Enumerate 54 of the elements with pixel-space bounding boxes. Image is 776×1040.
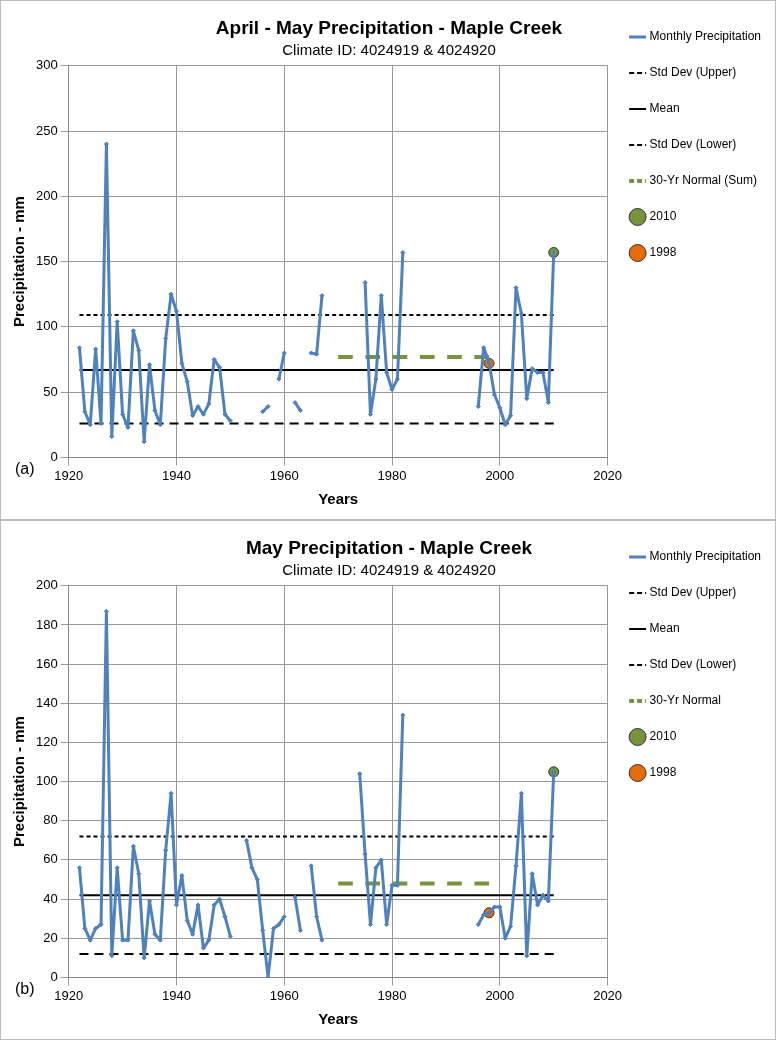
chart-subtitle: Climate ID: 4024919 & 4024920 <box>282 40 496 58</box>
x-axis-title: Years <box>318 1010 359 1028</box>
x-tick-label: 2020 <box>593 987 623 1003</box>
legend-label: 30-Yr Normal <box>649 693 721 708</box>
x-tick-label: 1960 <box>269 467 299 483</box>
chart-title: April - May Precipitation - Maple Creek <box>215 16 563 38</box>
legend-label: Mean <box>649 621 680 636</box>
legend-label: 1998 <box>649 765 677 780</box>
x-tick-label: 2020 <box>593 467 623 483</box>
x-tick-label: 1920 <box>54 987 84 1003</box>
legend-label: Mean <box>649 101 680 116</box>
text: (b) <box>15 979 35 997</box>
chart-subtitle: Climate ID: 4024919 & 4024920 <box>282 560 496 578</box>
y-tick-label: 180 <box>35 616 58 632</box>
x-tick-label: 1980 <box>377 987 407 1003</box>
y-axis-title: Precipitation - mm <box>10 196 28 328</box>
y-tick-label: 100 <box>35 318 58 334</box>
legend-label: Std Dev (Upper) <box>649 65 737 80</box>
y-tick-label: 20 <box>43 929 58 945</box>
y-tick-label: 60 <box>43 851 58 867</box>
legend-label: Std Dev (Lower) <box>649 657 737 672</box>
legend-label: Monthly Precipitation <box>649 29 761 44</box>
x-tick-label: 2000 <box>485 467 515 483</box>
x-tick-label: 2000 <box>485 987 515 1003</box>
x-tick-label: 1940 <box>162 467 191 483</box>
x-tick-label: 1940 <box>162 987 191 1003</box>
legend-label: 1998 <box>649 245 677 260</box>
y-tick-label: 300 <box>35 57 58 73</box>
y-tick-label: 40 <box>43 890 58 906</box>
legend-label: 2010 <box>649 729 677 744</box>
y-tick-label: 0 <box>50 968 58 984</box>
chart-title: May Precipitation - Maple Creek <box>245 536 533 558</box>
y-tick-label: 200 <box>35 577 58 593</box>
y-tick-label: 120 <box>35 734 58 750</box>
legend-label: 2010 <box>649 209 677 224</box>
legend-label: Monthly Precipitation <box>649 549 761 564</box>
y-tick-label: 100 <box>35 773 58 789</box>
legend-label: Std Dev (Upper) <box>649 585 737 600</box>
y-tick-label: 50 <box>43 383 58 399</box>
y-tick-label: 140 <box>35 694 58 710</box>
legend-label: Std Dev (Lower) <box>649 137 737 152</box>
y-tick-label: 80 <box>43 812 58 828</box>
y-tick-label: 200 <box>35 187 58 203</box>
legend-label: 30-Yr Normal (Sum) <box>649 173 757 188</box>
x-tick-label: 1920 <box>54 467 84 483</box>
y-tick-label: 150 <box>35 253 58 269</box>
x-tick-label: 1960 <box>269 987 299 1003</box>
y-axis-title: Precipitation - mm <box>10 716 28 848</box>
y-tick-label: 250 <box>35 122 58 138</box>
y-tick-label: 0 <box>50 448 58 464</box>
text: (a) <box>15 459 35 477</box>
x-tick-label: 1980 <box>377 467 407 483</box>
y-tick-label: 160 <box>35 655 58 671</box>
x-axis-title: Years <box>318 490 359 508</box>
